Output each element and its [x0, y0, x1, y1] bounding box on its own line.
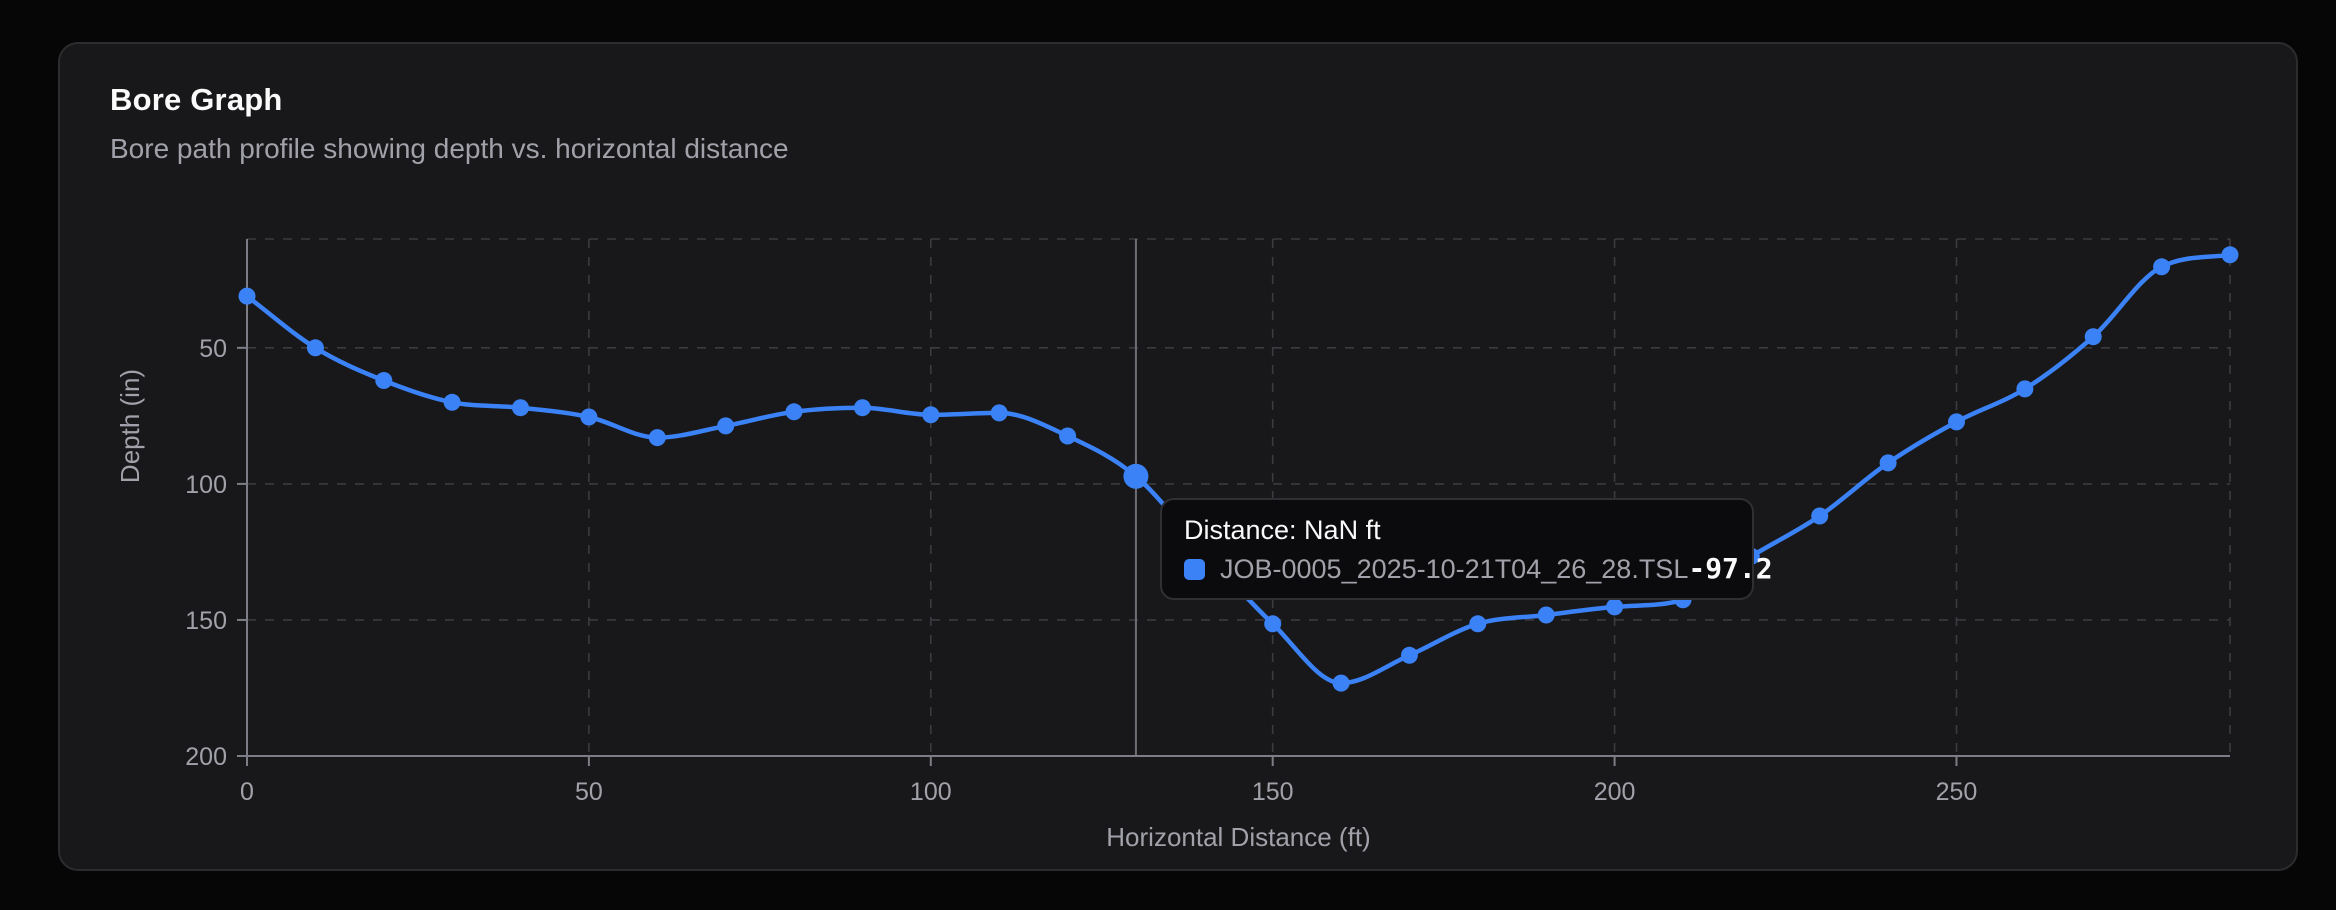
data-point[interactable] — [1469, 615, 1487, 633]
data-point[interactable] — [1400, 646, 1418, 664]
data-point[interactable] — [1537, 606, 1555, 624]
y-axis-title: Depth (in) — [115, 369, 145, 483]
data-point[interactable] — [375, 372, 393, 389]
series-marker-icon — [1184, 558, 1205, 580]
y-tick-label: 150 — [185, 607, 227, 635]
x-axis-tick-labels: 0 50 100 150 200 250 — [240, 778, 1977, 806]
x-axis-title: Horizontal Distance (ft) — [1106, 822, 1370, 852]
axes — [237, 239, 2230, 766]
data-point[interactable] — [2016, 380, 2034, 398]
tooltip-series-name: JOB-0005_2025-10-21T04_26_28.TSL — [1220, 554, 1689, 584]
data-point[interactable] — [922, 406, 940, 424]
tooltip-series-value: -97.2 — [1688, 552, 1773, 585]
data-point[interactable] — [1264, 615, 1282, 633]
data-points — [238, 246, 2239, 692]
card-subtitle: Bore path profile showing depth vs. hori… — [110, 133, 789, 164]
x-tick-label: 150 — [1252, 778, 1294, 806]
data-point[interactable] — [1811, 507, 1829, 525]
active-data-point[interactable] — [1123, 463, 1149, 489]
chart-canvas[interactable]: 0 50 100 150 200 250 50 100 150 200 Horizontal Dis… — [60, 44, 2300, 873]
card-header: Bore Graph Bore path profile showing dep… — [110, 80, 2246, 166]
data-point[interactable] — [238, 287, 256, 305]
x-tick-label: 100 — [910, 778, 952, 806]
card-title: Bore Graph — [110, 82, 283, 117]
tooltip-distance-label: Distance: NaN ft — [1184, 515, 1381, 545]
data-point[interactable] — [2153, 258, 2171, 276]
bore-graph-chart[interactable]: 0 50 100 150 200 250 50 100 150 200 Horizontal Dis… — [60, 44, 2296, 869]
y-tick-label: 200 — [185, 743, 227, 771]
data-point[interactable] — [785, 403, 803, 421]
x-tick-label: 200 — [1594, 778, 1636, 806]
data-point[interactable] — [648, 429, 666, 447]
data-point[interactable] — [1059, 427, 1077, 445]
data-point[interactable] — [306, 339, 324, 357]
data-point[interactable] — [580, 408, 598, 426]
data-point[interactable] — [2084, 328, 2102, 346]
data-point[interactable] — [1606, 598, 1624, 616]
bore-graph-card: Bore Graph Bore path profile showing dep… — [58, 42, 2298, 871]
bore-path-line — [244, 252, 2233, 686]
x-tick-label: 50 — [575, 778, 603, 806]
data-point[interactable] — [1332, 674, 1350, 692]
data-point[interactable] — [443, 393, 461, 411]
y-tick-label: 100 — [185, 471, 227, 499]
data-point[interactable] — [853, 399, 871, 417]
data-point[interactable] — [1948, 413, 1965, 431]
data-point[interactable] — [2221, 246, 2239, 264]
data-point[interactable] — [1879, 454, 1897, 472]
y-axis-tick-labels: 50 100 150 200 — [185, 335, 227, 771]
data-point[interactable] — [512, 399, 529, 417]
data-point[interactable] — [717, 417, 735, 435]
grid — [247, 238, 2231, 756]
data-point[interactable] — [990, 404, 1008, 422]
x-tick-label: 250 — [1936, 778, 1978, 806]
y-tick-label: 50 — [199, 335, 227, 363]
tooltip-series-row: JOB-0005_2025-10-21T04_26_28.TSL -97.2 — [1184, 552, 1773, 586]
chart-tooltip: Distance: NaN ft JOB-0005_2025-10-21T04_… — [1160, 498, 1773, 600]
x-tick-label: 0 — [240, 778, 254, 806]
